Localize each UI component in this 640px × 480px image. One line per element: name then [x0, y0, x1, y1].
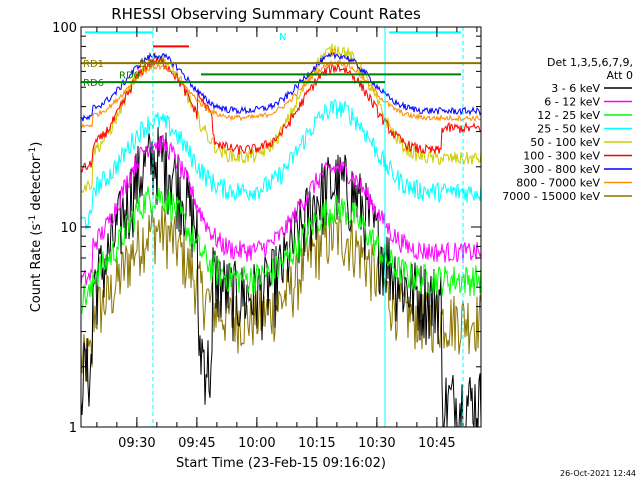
legend-entry-label: 12 - 25 keV [537, 109, 600, 122]
plot-area: N D1 RD1 RD0 RD6 F [81, 27, 481, 427]
legend-entry-label: 6 - 12 keV [544, 96, 600, 109]
y-axis: 1 10 100 [52, 21, 481, 436]
y-axis-label: Count Rate (s-1 detector-1) [28, 142, 44, 313]
x-tick-label: 10:00 [238, 436, 275, 451]
flag-label: D1 [139, 59, 153, 70]
y-tick-label: 100 [52, 21, 77, 36]
legend-header-line: Att 0 [607, 69, 633, 82]
series-line-800-7000-kev [81, 59, 481, 129]
y-axis-label-main: Count Rate (s [29, 224, 44, 313]
legend-header-line: Det 1,3,5,6,7,9, [547, 56, 633, 69]
plot-content [81, 27, 481, 427]
flag-label: N [279, 32, 286, 43]
series-line-300-800-kev [81, 51, 481, 122]
series-line-12-25-kev [81, 186, 481, 315]
y-axis-label-sup2: -1 [28, 147, 38, 156]
x-tick-label: 09:45 [178, 436, 215, 451]
y-axis-label-tail: detector [29, 155, 44, 215]
footer-date: 26-Oct-2021 12:44 [560, 469, 636, 478]
flag-label: RD6 [83, 78, 104, 89]
legend-entry-label: 800 - 7000 keV [516, 177, 600, 190]
flag-label: RD0 [119, 70, 140, 81]
series-line-6-12-kev [81, 134, 481, 286]
x-tick-label: 09:30 [118, 436, 155, 451]
chart-title: RHESSI Observing Summary Count Rates [111, 5, 421, 23]
x-tick-label: 10:30 [358, 436, 395, 451]
legend-entry-label: 300 - 800 keV [523, 163, 600, 176]
series-line-7000-15000-kev [81, 205, 481, 382]
y-axis-label-sup1: -1 [28, 215, 38, 224]
legend-entry-label: 100 - 300 keV [523, 150, 600, 163]
flag-label: F [331, 48, 337, 59]
series-line-100-300-kev [81, 56, 481, 173]
y-axis-label-end: ) [29, 142, 44, 147]
legend-entry-label: 7000 - 15000 keV [502, 190, 600, 203]
flag-label: RD1 [83, 59, 104, 70]
x-axis: 09:30 09:45 10:00 10:15 10:30 10:45 [96, 27, 478, 451]
series-line-25-50-kev [81, 98, 481, 230]
legend-entry-label: 3 - 6 keV [551, 82, 600, 95]
legend-entry-label: 50 - 100 keV [530, 136, 600, 149]
x-tick-label: 10:45 [418, 436, 455, 451]
x-tick-label: 10:15 [298, 436, 335, 451]
y-tick-label: 10 [60, 221, 77, 236]
x-axis-label: Start Time (23-Feb-15 09:16:02) [176, 456, 386, 471]
legend-entry-label: 25 - 50 keV [537, 123, 600, 136]
y-tick-label: 1 [69, 421, 77, 436]
